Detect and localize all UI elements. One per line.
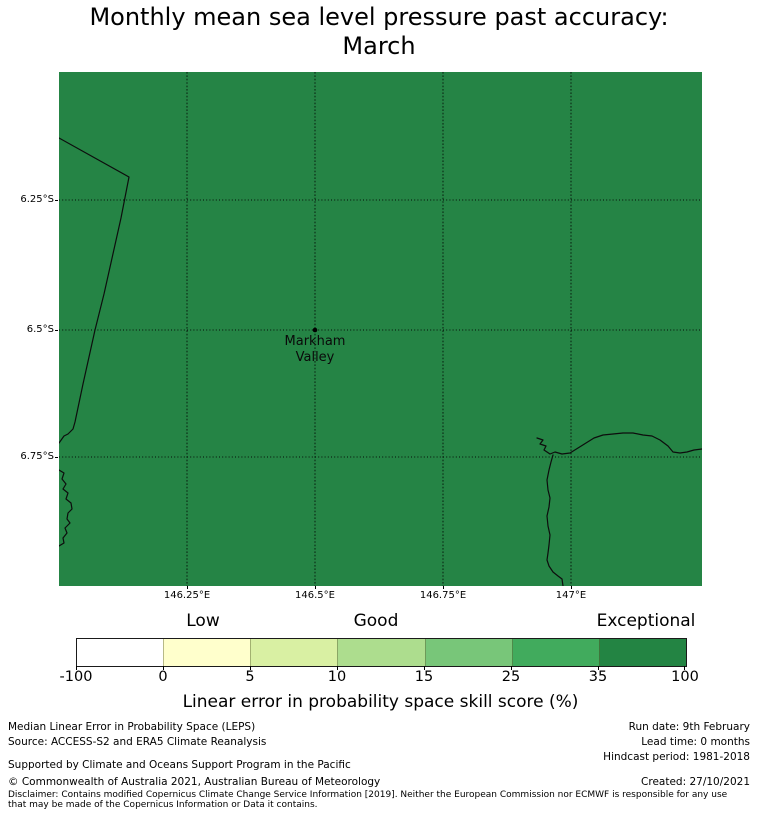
colorbar <box>76 638 687 667</box>
y-axis-tickmark <box>55 330 58 331</box>
colorbar-label-low: Low <box>186 611 220 631</box>
colorbar-tick-5: 5 <box>245 669 255 685</box>
footer-metric: Median Linear Error in Probability Space… <box>8 721 256 733</box>
colorbar-tick-10: 10 <box>327 669 347 685</box>
meridian-gridlines <box>186 72 572 586</box>
figure-title-line2: March <box>342 32 416 60</box>
x-axis-tick-146-25e: 146.25°E <box>163 590 211 601</box>
y-axis-tickmark <box>55 457 58 458</box>
x-axis-tickmark <box>315 586 316 589</box>
map-svg <box>59 72 702 586</box>
colorbar-label-exceptional: Exceptional <box>596 611 696 631</box>
colorbar-tickmark <box>598 666 599 670</box>
river-branch-south <box>546 454 564 586</box>
colorbar-tick-15: 15 <box>414 669 434 685</box>
y-axis-tick-6-5s: 6.5°S <box>26 324 54 335</box>
footer-copyright: © Commonwealth of Australia 2021, Austra… <box>8 776 381 788</box>
colorbar-tick-neg100: -100 <box>59 669 93 685</box>
coastline-northwest <box>59 137 130 444</box>
y-axis-tickmark <box>55 200 58 201</box>
footer-created: Created: 27/10/2021 <box>641 776 750 788</box>
colorbar-segment-10-15 <box>337 639 425 666</box>
colorbar-segment-0-5 <box>163 639 251 666</box>
colorbar-tickmark <box>424 666 425 670</box>
colorbar-tickmark <box>250 666 251 670</box>
colorbar-segment-25-35 <box>511 639 599 666</box>
colorbar-segment-35-100 <box>598 639 686 666</box>
footer-run-date: Run date: 9th February <box>628 721 750 733</box>
x-axis-tick-146-75e: 146.75°E <box>419 590 467 601</box>
markham-valley-marker-dot <box>312 327 318 333</box>
figure-title-line1: Monthly mean sea level pressure past acc… <box>89 3 669 31</box>
colorbar-label-good: Good <box>353 611 399 631</box>
footer-disclaimer: Disclaimer: Contains modified Copernicus… <box>8 790 728 810</box>
coastline-southwest <box>59 469 73 547</box>
x-axis-tickmark <box>571 586 572 589</box>
colorbar-tick-25: 25 <box>501 669 521 685</box>
river-east-west <box>536 432 702 455</box>
colorbar-caption: Linear error in probability space skill … <box>182 692 579 712</box>
colorbar-tickmark <box>337 666 338 670</box>
colorbar-segment-5-10 <box>250 639 338 666</box>
footer-lead-time: Lead time: 0 months <box>641 736 750 748</box>
footer-hindcast-period: Hindcast period: 1981-2018 <box>603 751 750 763</box>
x-axis-tick-147e: 147°E <box>555 590 587 601</box>
markham-valley-label-line1: Markham <box>284 334 346 349</box>
markham-valley-label-line2: Valley <box>295 350 335 365</box>
footer-supported-by: Supported by Climate and Oceans Support … <box>8 759 351 771</box>
colorbar-tick-0: 0 <box>158 669 168 685</box>
x-axis-tickmark <box>443 586 444 589</box>
footer-source: Source: ACCESS-S2 and ERA5 Climate Reana… <box>8 736 267 748</box>
colorbar-segment-15-25 <box>424 639 512 666</box>
y-axis-tick-6-25s: 6.25°S <box>20 194 54 205</box>
markham-valley-label: Markham Valley <box>255 334 375 366</box>
figure-title: Monthly mean sea level pressure past acc… <box>0 3 758 61</box>
colorbar-tickmark <box>511 666 512 670</box>
map-panel: Markham Valley <box>59 72 702 586</box>
coastline-paths <box>59 137 702 586</box>
parallel-gridlines <box>59 199 702 458</box>
colorbar-segment-neg100-0 <box>77 639 164 666</box>
colorbar-tickmark <box>76 666 77 670</box>
colorbar-tickmark <box>684 666 685 670</box>
colorbar-tickmark <box>163 666 164 670</box>
x-axis-tickmark <box>187 586 188 589</box>
colorbar-tick-35: 35 <box>588 669 608 685</box>
colorbar-tick-100: 100 <box>671 669 699 685</box>
y-axis-tick-6-75s: 6.75°S <box>20 451 54 462</box>
x-axis-tick-146-5e: 146.5°E <box>295 590 335 601</box>
